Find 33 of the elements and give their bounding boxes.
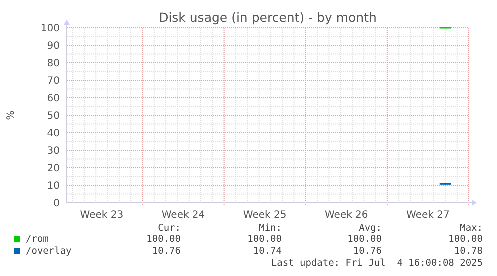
y-tick-label: 0 bbox=[54, 198, 60, 210]
text: Last update: Fri Jul 4 16:00:08 2025 bbox=[271, 258, 483, 269]
y-axis-title: % bbox=[6, 110, 17, 120]
text: 100.00 bbox=[448, 234, 484, 245]
y-tick-label: 20 bbox=[47, 164, 60, 174]
y-tick-label: 40 bbox=[47, 128, 60, 140]
text: Min: bbox=[259, 223, 282, 234]
text: 100.00 bbox=[348, 234, 382, 245]
y-tick-label: 50 bbox=[47, 111, 60, 122]
y-tick-label: 60 bbox=[47, 94, 60, 104]
text: Max: bbox=[460, 223, 483, 234]
text: 10.74 bbox=[253, 246, 282, 257]
text: 100.00 bbox=[248, 234, 282, 245]
text: 10.76 bbox=[353, 246, 382, 257]
x-tick-label: Week 26 bbox=[324, 210, 368, 221]
y-tick-label: 90 bbox=[47, 41, 60, 52]
x-tick-label: Week 25 bbox=[243, 210, 287, 221]
chart-title: Disk usage (in percent) - by month bbox=[159, 10, 377, 25]
x-tick-label: Week 24 bbox=[162, 210, 206, 221]
y-tick-label: 10 bbox=[47, 181, 60, 192]
y-tick-label: 30 bbox=[47, 146, 60, 157]
x-tick-label: Week 27 bbox=[406, 210, 450, 221]
y-tick-label: 80 bbox=[47, 58, 60, 70]
legend-label: /rom bbox=[26, 234, 50, 245]
text: 10.76 bbox=[152, 246, 182, 257]
y-tick-label: 100 bbox=[40, 24, 60, 34]
y-tick-label: 70 bbox=[47, 76, 60, 87]
x-tick-label: Week 23 bbox=[80, 210, 124, 221]
text: Avg: bbox=[359, 223, 382, 234]
text: Cur: bbox=[158, 223, 181, 234]
text: 10.78 bbox=[454, 246, 484, 257]
text: 100.00 bbox=[146, 234, 182, 245]
legend-label: /overlay bbox=[26, 246, 72, 257]
